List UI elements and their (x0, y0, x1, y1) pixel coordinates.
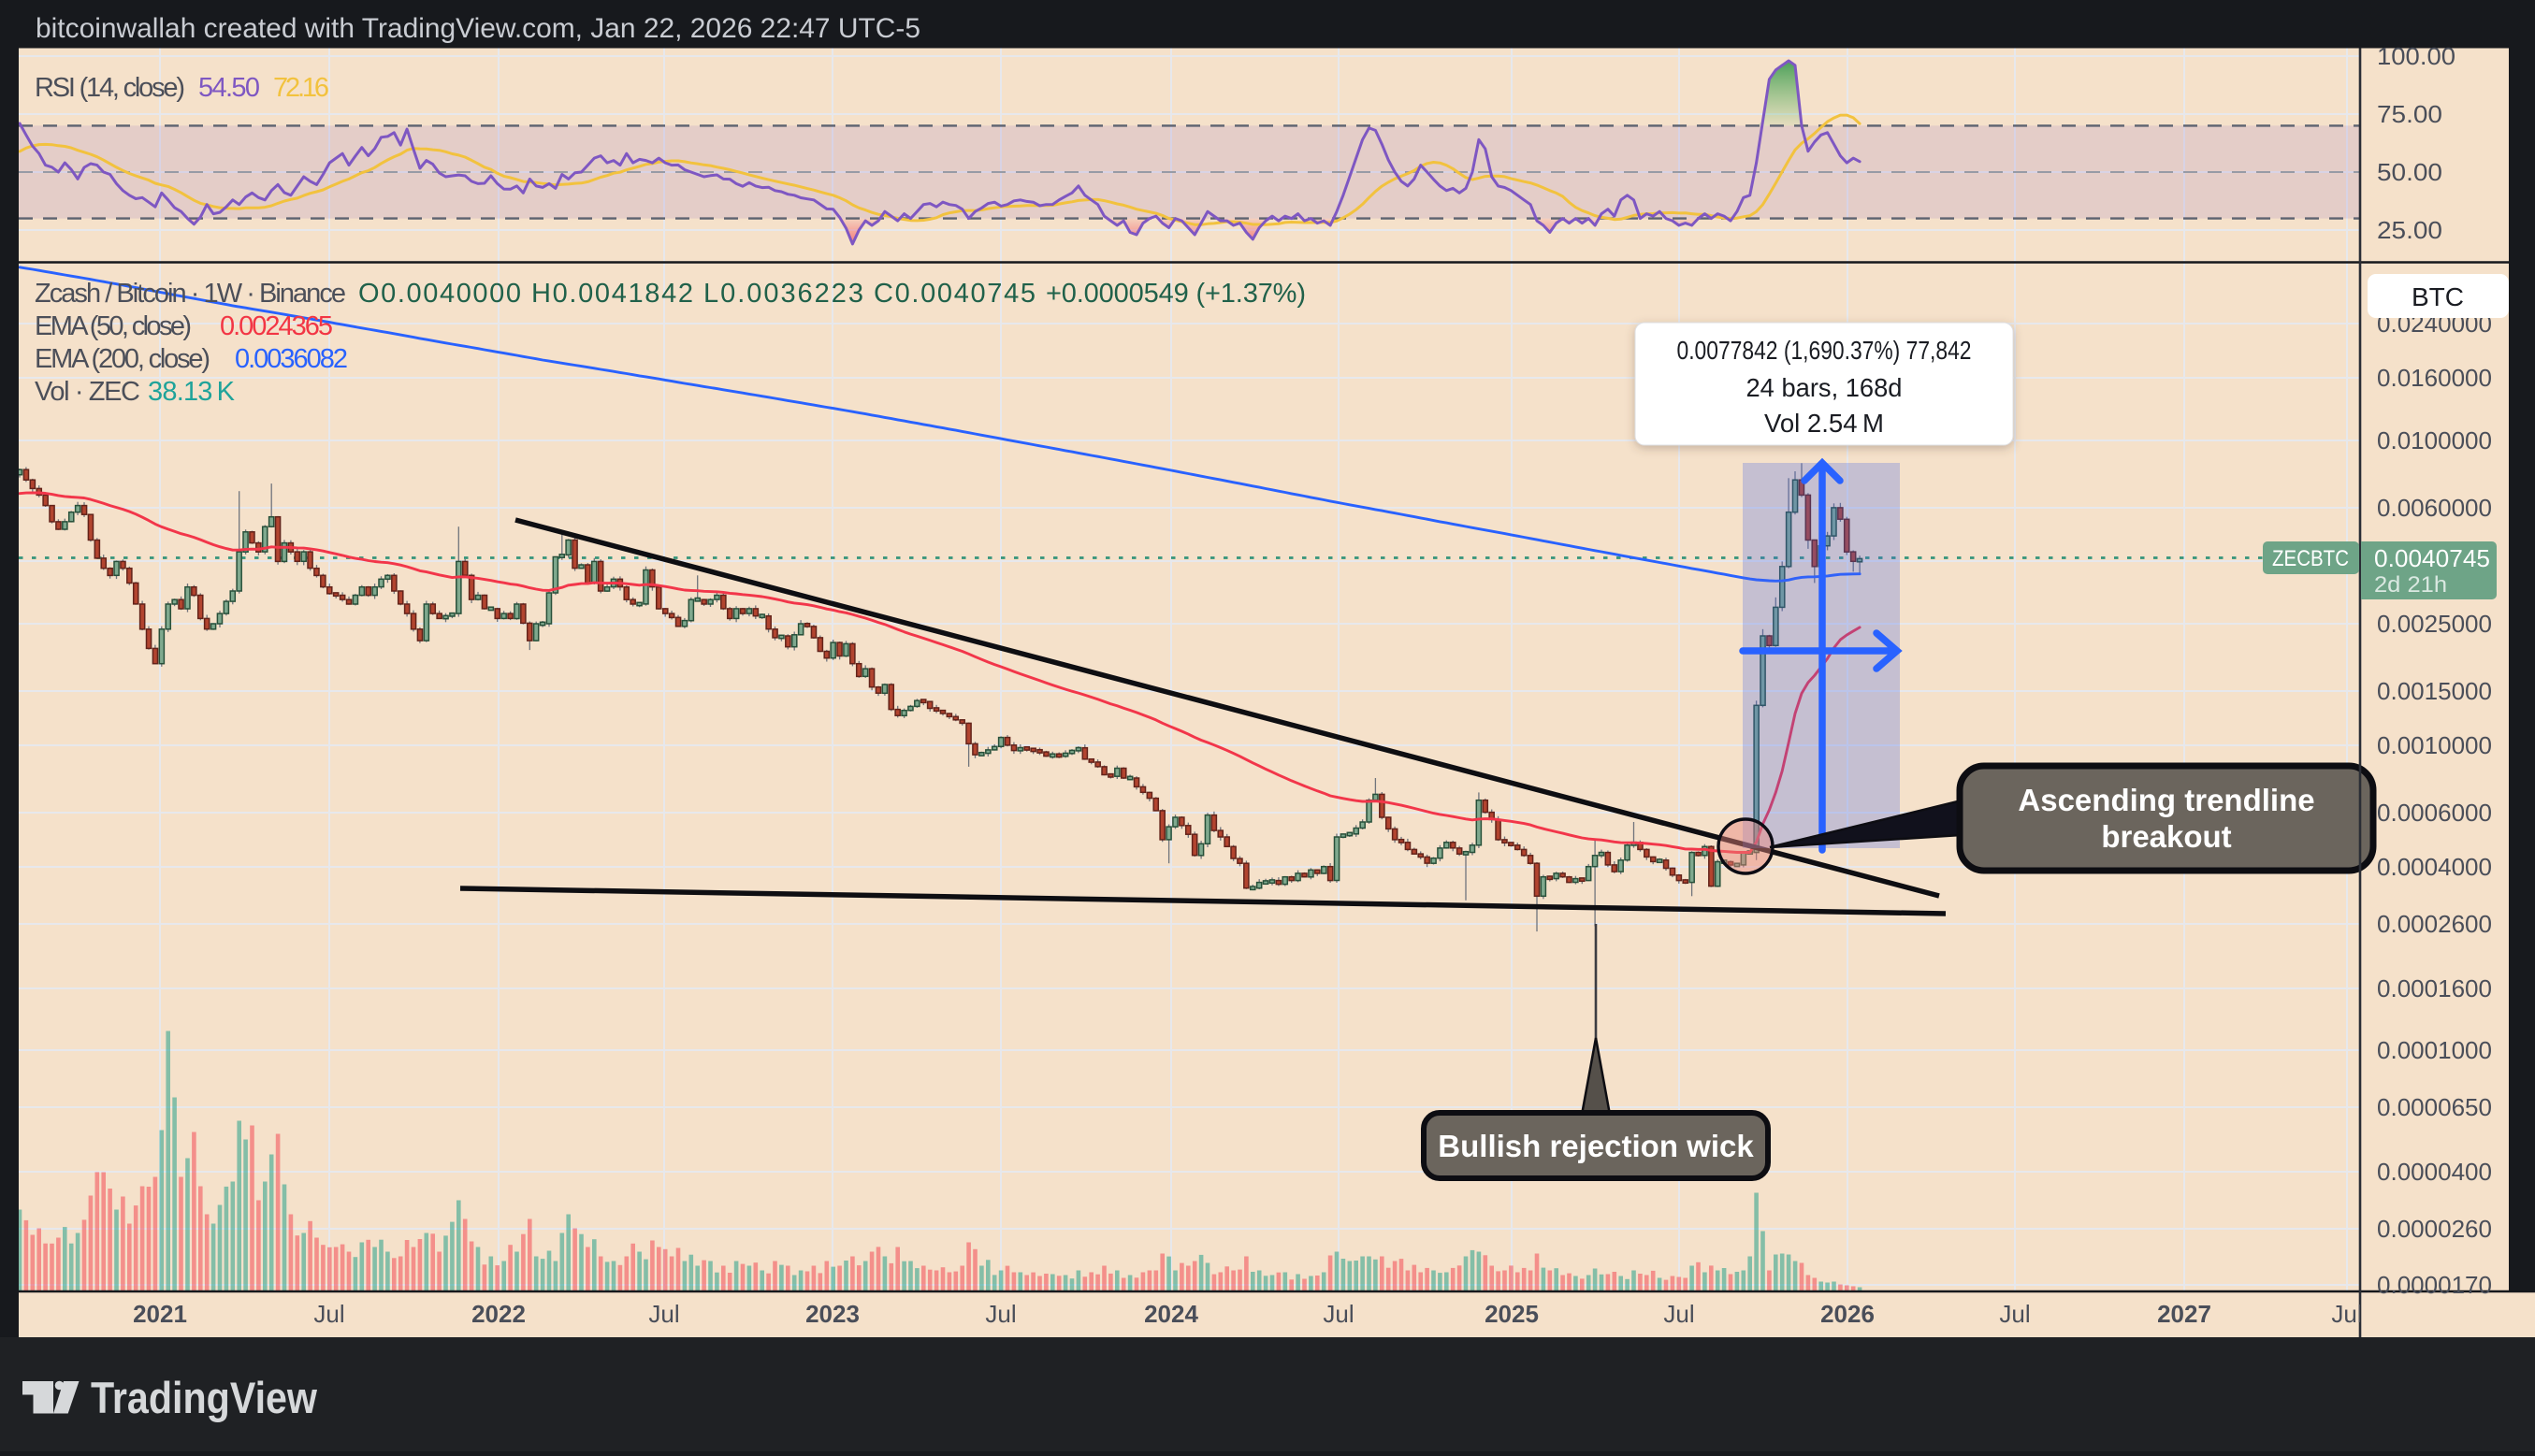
svg-text:0.0025000: 0.0025000 (2377, 610, 2492, 638)
svg-text:2021: 2021 (133, 1300, 187, 1328)
svg-text:0.0000400: 0.0000400 (2377, 1158, 2492, 1186)
svg-text:Jul: Jul (313, 1300, 344, 1328)
svg-text:0.0000650: 0.0000650 (2377, 1093, 2492, 1121)
svg-text:0.0004000: 0.0004000 (2377, 853, 2492, 881)
svg-text:0.0100000: 0.0100000 (2377, 426, 2492, 454)
svg-text:0.0015000: 0.0015000 (2377, 677, 2492, 705)
svg-text:100.00: 100.00 (2377, 42, 2455, 70)
svg-text:2027: 2027 (2157, 1300, 2211, 1328)
svg-text:0.0006000: 0.0006000 (2377, 799, 2492, 827)
svg-text:Vol 2.54 M: Vol 2.54 M (1764, 409, 1884, 438)
svg-text:Jul: Jul (648, 1300, 679, 1328)
svg-text:2023: 2023 (805, 1300, 860, 1328)
svg-text:ZECBTC: ZECBTC (2272, 546, 2349, 571)
svg-text:0.0001600: 0.0001600 (2377, 974, 2492, 1002)
svg-text:2d 21h: 2d 21h (2374, 572, 2447, 598)
svg-text:bitcoinwallah created with Tra: bitcoinwallah created with TradingView.c… (36, 13, 920, 44)
svg-text:Bullish rejection wick: Bullish rejection wick (1438, 1129, 1754, 1163)
svg-text:24 bars, 168d: 24 bars, 168d (1746, 373, 1903, 402)
svg-text:0.0001000: 0.0001000 (2377, 1036, 2492, 1064)
svg-text:0.0010000: 0.0010000 (2377, 731, 2492, 759)
svg-text:0.0040745: 0.0040745 (2374, 544, 2490, 572)
svg-text:Jul: Jul (2331, 1300, 2362, 1328)
svg-text:0.0077842 (1,690.37%) 77,842: 0.0077842 (1,690.37%) 77,842 (1677, 336, 1972, 365)
svg-text:0.0000260: 0.0000260 (2377, 1215, 2492, 1243)
svg-text:EMA (50, close)0.0024365: EMA (50, close) 0.0024365 (35, 311, 333, 341)
svg-text:2025: 2025 (1485, 1300, 1539, 1328)
svg-text:Jul: Jul (1999, 1300, 2030, 1328)
svg-text:0.0060000: 0.0060000 (2377, 494, 2492, 522)
svg-text:2026: 2026 (1820, 1300, 1875, 1328)
svg-text:Jul: Jul (1323, 1300, 1354, 1328)
svg-text:2022: 2022 (471, 1300, 526, 1328)
svg-text:Zcash / Bitcoin · 1W · Binance: Zcash / Bitcoin · 1W · Binance O0.0040000… (35, 279, 1306, 309)
svg-text:BTC: BTC (2412, 282, 2464, 311)
svg-text:25.00: 25.00 (2377, 216, 2442, 244)
svg-text:breakout: breakout (2101, 819, 2231, 854)
svg-text:TradingView: TradingView (91, 1373, 317, 1422)
svg-text:75.00: 75.00 (2377, 100, 2442, 128)
svg-text:EMA (200, close)0.0036082: EMA (200, close) 0.0036082 (35, 344, 348, 374)
svg-text:Ascending trendline: Ascending trendline (2018, 783, 2314, 817)
svg-text:0.0160000: 0.0160000 (2377, 364, 2492, 392)
svg-text:Jul: Jul (1663, 1300, 1694, 1328)
svg-text:Jul: Jul (985, 1300, 1016, 1328)
svg-text:2024: 2024 (1144, 1300, 1198, 1328)
svg-text:50.00: 50.00 (2377, 158, 2442, 186)
svg-text:0.0000170: 0.0000170 (2377, 1271, 2492, 1299)
svg-text:0.0002600: 0.0002600 (2377, 910, 2492, 938)
